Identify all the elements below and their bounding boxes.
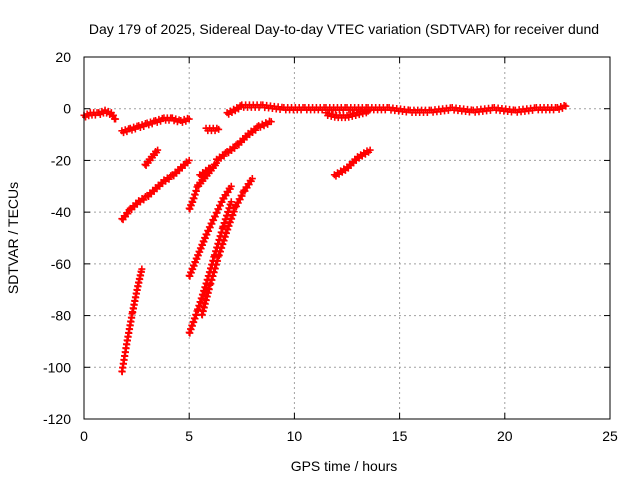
y-tick-label: -40 [51,204,71,220]
chart-title: Day 179 of 2025, Sidereal Day-to-day VTE… [89,21,599,37]
series-arc-5 [141,146,162,170]
series-arc-3 [118,156,193,224]
series-arc-15 [330,146,374,180]
x-axis-label: GPS time / hours [291,458,398,474]
data-point [124,210,132,218]
series-arc-9 [198,175,256,319]
series-arc-11 [213,117,275,165]
y-tick-label: 20 [55,49,71,65]
data-point [215,125,223,133]
data-point [208,220,216,228]
data-point [366,146,374,154]
data-point [206,224,214,232]
data-point [206,164,214,172]
data-point [215,205,223,213]
x-tick-label: 0 [80,428,88,444]
series-arc-10 [196,164,214,180]
x-tick-label: 25 [602,428,618,444]
x-tick-label: 20 [497,428,513,444]
series-arc-14 [322,107,372,122]
axis-ticks: 0 5 10 15 20 25 -120 -100 -80 -60 -40 -20 0 20 [43,49,618,444]
series-arc-2 [118,114,193,137]
series-arc-4 [118,265,146,376]
data-point [238,192,246,200]
y-axis-label: SDTVAR / TECUs [5,182,21,294]
y-tick-label: 0 [63,101,71,117]
data-point [227,198,235,206]
x-tick-label: 5 [185,428,193,444]
series-arc-12 [202,124,223,135]
y-tick-label: -60 [51,256,71,272]
data-point [364,107,372,115]
data-point [216,202,224,210]
data-point [231,144,239,152]
y-tick-label: -20 [51,152,71,168]
data-point [203,231,211,239]
data-point [210,216,218,224]
data-point [138,265,146,273]
data-points [80,101,570,376]
y-tick-label: -100 [43,359,71,375]
series-arc-13 [223,101,570,118]
plot-frame [83,56,611,420]
y-tick-label: -120 [43,411,71,427]
data-point [220,152,228,160]
data-point [185,156,193,164]
data-point [213,209,221,217]
gridlines [84,57,610,419]
data-point [248,175,256,183]
y-tick-label: -80 [51,308,71,324]
data-point [185,115,193,123]
data-point [211,213,219,221]
data-point [154,146,162,154]
data-point [205,227,213,235]
data-point [109,111,117,119]
data-point [112,115,120,123]
series-arc-8 [185,159,221,213]
x-tick-label: 10 [287,428,303,444]
x-tick-label: 15 [392,428,408,444]
data-point [562,102,570,110]
data-point [227,182,235,190]
data-point [252,126,260,134]
series-arc-7 [185,198,235,337]
data-point [267,118,275,126]
series-arc-6 [185,182,235,280]
